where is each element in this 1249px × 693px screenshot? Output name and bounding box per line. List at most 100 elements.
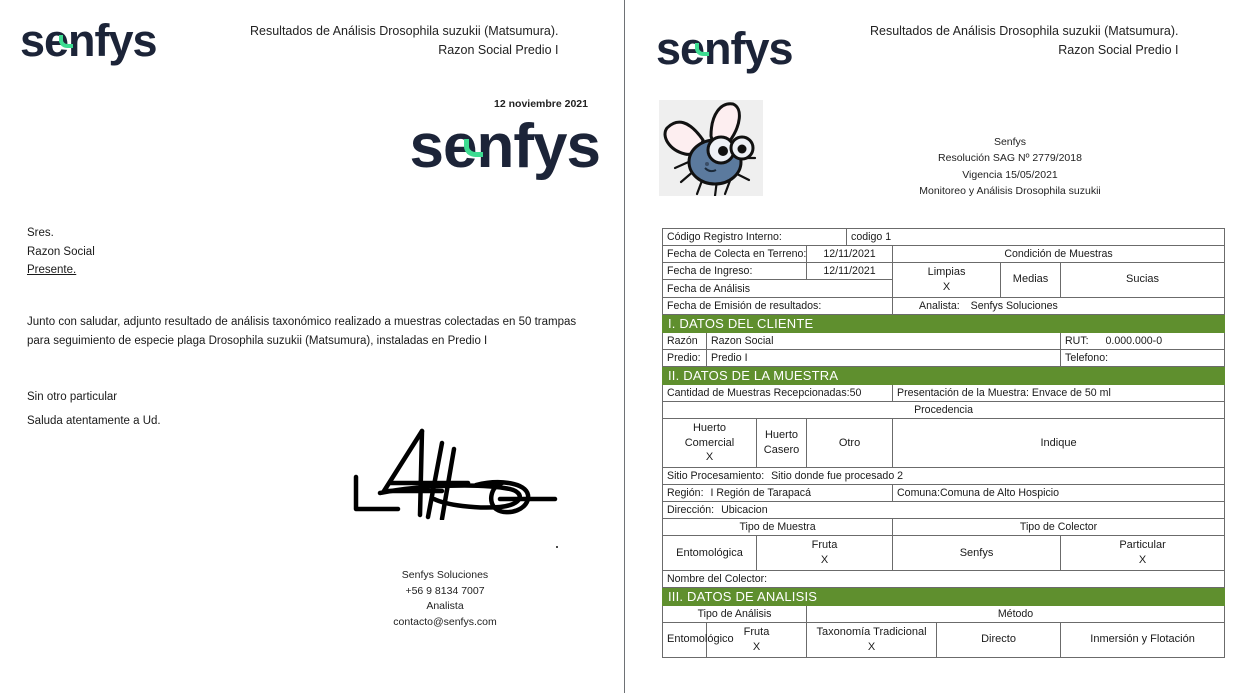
tipo-analisis-option-entomologico[interactable]: Entomológico: [662, 621, 734, 658]
procedencia-huerto-comercial-label: Huerto Comercial: [684, 421, 735, 449]
resolution-block: Senfys Resolución SAG Nº 2779/2018 Vigen…: [790, 134, 1230, 199]
tipo-muestra-option-fruta[interactable]: Fruta X: [755, 535, 894, 571]
comuna-cell: Comuna:Comuna de Alto Hospicio: [892, 484, 1226, 503]
table-row: Fecha de Colecta en Terreno: 12/11/2021 …: [662, 245, 1226, 263]
footer-role: Analista: [426, 600, 464, 613]
condicion-option-sucias[interactable]: Sucias: [1060, 262, 1226, 298]
tipo-colector-option-senfys[interactable]: Senfys: [892, 535, 1062, 571]
table-row: Sitio Procesamiento: Sitio donde fue pro…: [661, 467, 1226, 486]
table-row: Fecha de Análisis: [661, 279, 1225, 298]
tipo-analisis-fruta-mark: X: [752, 640, 761, 653]
table-row: Huerto Comercial X Huerto Casero Otro In…: [662, 417, 1226, 469]
addressee-line3: Presente.: [27, 264, 77, 277]
report-table: Código Registro Interno: codigo 1 Fecha …: [661, 228, 1226, 658]
resolution-line1: Senfys: [993, 136, 1027, 148]
colecta-value: 12/11/2021: [805, 245, 894, 263]
colecta-label: Fecha de Colecta en Terreno:: [662, 245, 807, 263]
procedencia-option-huerto-comercial[interactable]: Huerto Comercial X: [662, 417, 757, 469]
letter-body: Junto con saludar, adjunto resultado de …: [27, 316, 577, 347]
senfys-logo-text: senfys: [20, 15, 158, 66]
comuna-label: Comuna:: [897, 487, 941, 500]
predio-value: Predio I: [705, 348, 1062, 367]
senfys-logo-large: senfys: [410, 116, 601, 178]
sitio-label: Sitio Procesamiento:: [667, 470, 765, 483]
tipo-analisis-option-fruta[interactable]: Fruta X: [706, 621, 807, 658]
letter-addressee: Sres. Razon Social Presente.: [27, 224, 95, 280]
colector-label: Nombre del Colector:: [667, 572, 768, 585]
condicion-option-medias-label: Medias: [1012, 273, 1049, 286]
tipo-colector-particular-label: Particular: [1119, 539, 1166, 552]
letter-footer: Senfys Soluciones +56 9 8134 7007 Analis…: [330, 568, 560, 630]
table-row: Código Registro Interno: codigo 1: [661, 228, 1226, 246]
rut-label: RUT:: [1065, 334, 1089, 347]
condicion-limpias-mark: X: [942, 280, 951, 293]
table-row: Fecha de Emisión de resultados: Analista…: [661, 296, 1226, 315]
table-row: Tipo de Análisis Método: [662, 604, 1226, 623]
comuna-value: Comuna de Alto Hospicio: [940, 487, 1059, 500]
procedencia-option-huerto-casero[interactable]: Huerto Casero: [756, 417, 807, 469]
tipo-muestra-fruta-mark: X: [820, 554, 829, 567]
tipo-colector-option-particular[interactable]: Particular X: [1060, 535, 1226, 571]
footer-email: contacto@senfys.com: [393, 615, 497, 628]
direccion-cell: Dirección: Ubicacion: [661, 501, 1226, 520]
resolution-line3: Vigencia 15/05/2021: [962, 168, 1058, 181]
presentacion-label: Presentación de la Muestra:: [897, 386, 1029, 399]
tipo-colector-senfys-label: Senfys: [959, 546, 994, 559]
analista-label: Analista:: [919, 299, 960, 312]
table-row: Predio: Predio I Telefono:: [662, 348, 1226, 367]
table-row: Fecha de Ingreso: 12/11/2021 Limpias X M…: [662, 261, 1226, 298]
metodo-taxonomia-tradicional-label: Taxonomía Tradicional: [816, 625, 927, 638]
rut-cell: RUT: 0.000.000-0: [1060, 331, 1226, 350]
footer-phone: +56 9 8134 7007: [405, 584, 485, 597]
metodo-inmersion-flotacion-label: Inmersión y Flotación: [1090, 633, 1195, 646]
tipo-colector-particular-mark: X: [1138, 554, 1147, 567]
colector-cell: Nombre del Colector:: [661, 569, 1226, 588]
senfys-logo: senfys: [656, 23, 794, 74]
tipo-muestra-entomologica-label: Entomológica: [676, 546, 743, 559]
condicion-option-medias[interactable]: Medias: [1000, 262, 1062, 298]
senfys-logo-text: senfys: [656, 23, 794, 74]
condicion-option-sucias-label: Sucias: [1126, 273, 1160, 286]
section-2-title: II. DATOS DE LA MUESTRA: [661, 365, 1226, 385]
header-title-line1: Resultados de Análisis Drosophila suzuki…: [870, 24, 1179, 38]
addressee-line1: Sres.: [27, 227, 54, 239]
procedencia-indique[interactable]: Indique: [892, 417, 1226, 469]
section-3-title: III. DATOS DE ANALISIS: [661, 586, 1226, 606]
tipo-analisis-header: Tipo de Análisis: [662, 604, 807, 623]
procedencia-huerto-casero-label: Huerto Casero: [763, 429, 800, 456]
letter-date: 12 noviembre 2021: [494, 98, 588, 110]
header-title-line1: Resultados de Análisis Drosophila suzuki…: [250, 24, 559, 38]
metodo-option-directo[interactable]: Directo: [936, 621, 1062, 658]
condicion-option-limpias[interactable]: Limpias X: [892, 262, 1002, 298]
region-label: Región:: [667, 487, 704, 500]
condicion-header: Condición de Muestras: [892, 245, 1226, 263]
codigo-value: codigo 1: [846, 228, 1226, 246]
letter-header: Resultados de Análisis Drosophila suzuki…: [250, 22, 605, 61]
tipo-analisis-entomologico-label: Entomológico: [667, 633, 734, 646]
metodo-option-taxonomia-tradicional[interactable]: Taxonomía Tradicional X: [805, 621, 938, 658]
tipo-muestra-option-entomologica[interactable]: Entomológica: [662, 535, 757, 571]
metodo-option-inmersion-flotacion[interactable]: Inmersión y Flotación: [1060, 621, 1226, 658]
metodo-taxonomia-tradicional-mark: X: [867, 640, 876, 653]
table-row: Nombre del Colector:: [661, 569, 1226, 588]
procedencia-option-otro[interactable]: Otro: [805, 417, 894, 469]
table-row: Razón Razon Social RUT: 0.000.000-0: [662, 331, 1226, 350]
header-title-line2: Razon Social Predio I: [1058, 43, 1179, 58]
report-header: Resultados de Análisis Drosophila suzuki…: [870, 22, 1225, 61]
direccion-label: Dirección:: [667, 504, 715, 517]
presentacion-value: Envace de 50 ml: [1031, 386, 1111, 399]
closing-line2: Saluda atentamente a Ud.: [27, 414, 161, 427]
metodo-header: Método: [805, 604, 1226, 623]
ingreso-label: Fecha de Ingreso:: [662, 261, 807, 281]
condicion-option-limpias-label: Limpias: [927, 266, 966, 278]
table-row: III. DATOS DE ANALISIS: [661, 586, 1226, 606]
senfys-logo-large-text: senfys: [409, 112, 601, 181]
fly-illustration-icon: [659, 100, 763, 196]
page-letter: senfys Resultados de Análisis Drosophila…: [20, 0, 625, 693]
table-row: Entomológico Fruta X Taxonomía Tradicion…: [662, 621, 1226, 658]
tipo-analisis-fruta-label: Fruta: [743, 625, 770, 638]
procedencia-header: Procedencia: [661, 400, 1226, 419]
sitio-cell: Sitio Procesamiento: Sitio donde fue pro…: [661, 467, 1226, 486]
telefono-label: Telefono:: [1065, 351, 1109, 364]
